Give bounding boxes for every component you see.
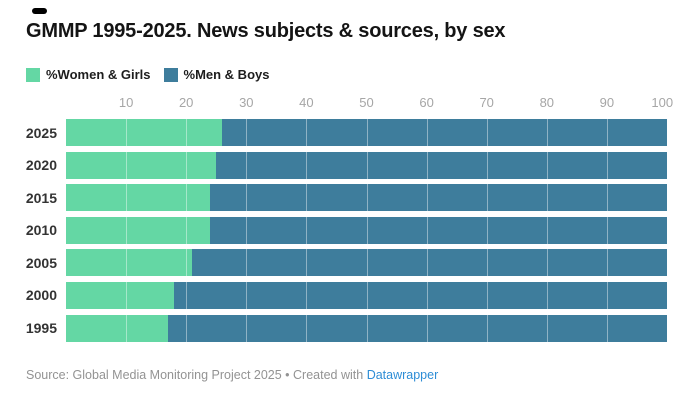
bar-segment-men[interactable] (210, 216, 667, 244)
axis-tick-label: 40 (299, 95, 314, 110)
bar-row: 2005 (0, 249, 700, 277)
axis-tick-label: 70 (479, 95, 494, 110)
bar-segment-women[interactable] (66, 314, 169, 342)
year-label: 2005 (25, 254, 57, 271)
year-label: 2020 (25, 157, 57, 174)
footer: Source: Global Media Monitoring Project … (26, 368, 438, 382)
bar-segment-men[interactable] (216, 151, 667, 179)
bar-segment-women[interactable] (66, 119, 223, 146)
legend: %Women & Girls %Men & Boys (26, 67, 269, 82)
bar-segment-women[interactable] (66, 281, 175, 309)
legend-swatch-icon (163, 67, 178, 82)
bar-row: 2020 (0, 151, 700, 179)
created-with-text: Created with (293, 368, 367, 382)
year-label: 2015 (25, 189, 57, 206)
black-dash-mark (32, 8, 47, 14)
axis-tick-label: 80 (539, 95, 555, 110)
year-label: 2000 (25, 287, 57, 304)
axis-tick-label: 50 (359, 95, 374, 110)
plot-area: 2025 2020 2015 2010 2005 2000 1995 (0, 119, 700, 342)
legend-label: %Women & Girls (46, 67, 151, 82)
bar-segment-women[interactable] (66, 184, 211, 212)
bar-segment-women[interactable] (66, 216, 211, 244)
stacked-bar (66, 151, 667, 179)
legend-item: %Women & Girls (26, 67, 151, 82)
chart-title: GMMP 1995-2025. News subjects & sources,… (26, 20, 506, 42)
axis-tick-label: 90 (599, 95, 615, 110)
legend-swatch-icon (26, 67, 40, 82)
bar-segment-women[interactable] (66, 151, 217, 179)
stacked-bar (66, 281, 667, 309)
bar-row: 2015 (0, 184, 700, 212)
datawrapper-link[interactable]: Datawrapper (366, 368, 439, 382)
x-axis: 10 20 30 40 50 60 70 80 90 100 (66, 92, 673, 110)
axis-tick-label: 60 (419, 95, 434, 110)
legend-item: %Men & Boys (163, 67, 270, 82)
bar-segment-women[interactable] (66, 249, 193, 277)
axis-tick-label: 30 (239, 95, 254, 110)
stacked-bar (66, 184, 667, 212)
bar-segment-men[interactable] (210, 184, 667, 212)
year-label: 2025 (25, 124, 57, 141)
stacked-bar (66, 119, 667, 146)
bar-row: 2000 (0, 281, 700, 309)
bar-segment-men[interactable] (192, 249, 667, 277)
legend-label: %Men & Boys (183, 67, 270, 82)
year-label: 2010 (25, 222, 57, 239)
stacked-bar (66, 216, 667, 244)
bar-row: 2025 (0, 119, 700, 146)
bar-segment-men[interactable] (174, 281, 667, 309)
stacked-bar (66, 314, 667, 342)
bar-row: 1995 (0, 314, 700, 342)
axis-tick-label: 20 (178, 95, 194, 110)
bar-segment-men[interactable] (168, 314, 667, 342)
stacked-bar-chart: 10 20 30 40 50 60 70 80 90 100 2025 2020 2015 2010 20… (0, 92, 700, 342)
stacked-bar (66, 249, 667, 277)
year-label: 1995 (25, 320, 57, 337)
footer-separator: • (281, 368, 294, 382)
bar-row: 2010 (0, 216, 700, 244)
axis-tick-label: 100 (651, 95, 674, 110)
axis-tick-label: 10 (118, 95, 134, 110)
source-text: Source: Global Media Monitoring Project … (26, 368, 282, 382)
bar-segment-men[interactable] (222, 119, 667, 146)
bar-rows: 2025 2020 2015 2010 2005 2000 1995 (0, 119, 700, 342)
